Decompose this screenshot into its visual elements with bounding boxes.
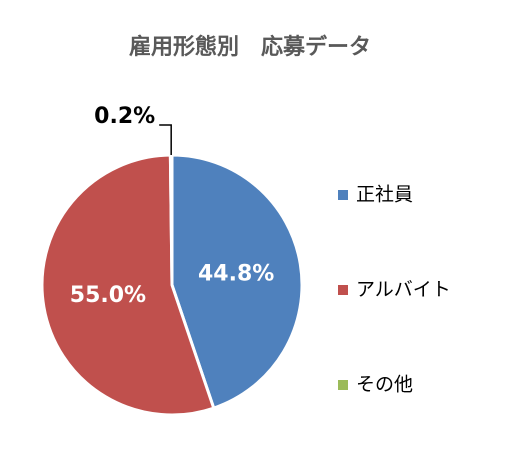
legend-swatch xyxy=(338,380,348,390)
legend-swatch xyxy=(338,190,348,200)
legend-label: アルバイト xyxy=(356,279,451,301)
chart-title: 雇用形態別 応募データ xyxy=(129,34,371,60)
pie-slice xyxy=(168,153,174,286)
legend-swatch xyxy=(338,285,348,295)
leader-line xyxy=(159,124,172,156)
data-label: 55.0% xyxy=(70,283,146,308)
pie-slice xyxy=(170,153,304,411)
legend-label: 正社員 xyxy=(356,184,413,206)
data-label: 0.2% xyxy=(94,104,155,129)
legend-label: その他 xyxy=(356,374,413,396)
data-label: 44.8% xyxy=(198,261,274,286)
